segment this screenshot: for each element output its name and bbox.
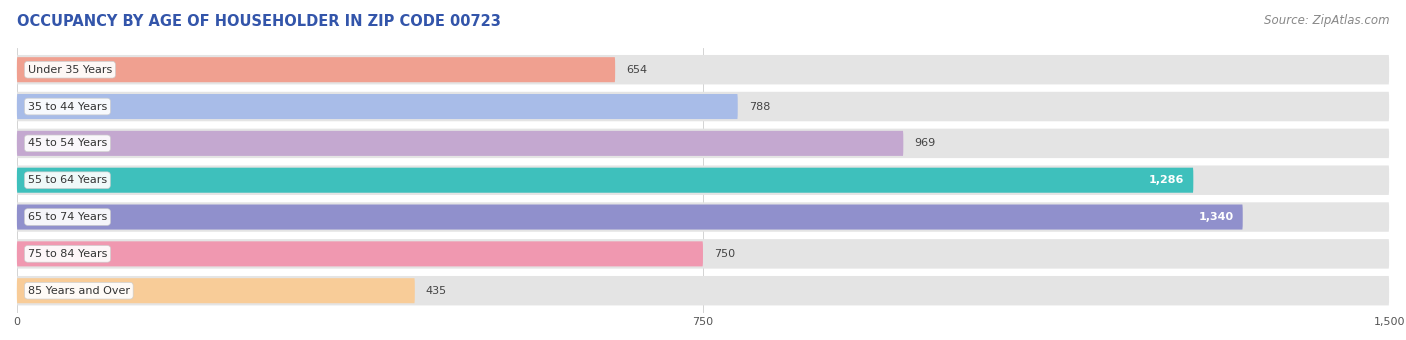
FancyBboxPatch shape [17,166,1389,195]
Text: 65 to 74 Years: 65 to 74 Years [28,212,107,222]
FancyBboxPatch shape [17,94,738,119]
FancyBboxPatch shape [17,92,1389,121]
FancyBboxPatch shape [17,202,1389,232]
FancyBboxPatch shape [17,241,703,267]
FancyBboxPatch shape [17,55,1389,84]
Text: OCCUPANCY BY AGE OF HOUSEHOLDER IN ZIP CODE 00723: OCCUPANCY BY AGE OF HOUSEHOLDER IN ZIP C… [17,14,501,29]
FancyBboxPatch shape [17,276,1389,305]
FancyBboxPatch shape [17,57,616,82]
FancyBboxPatch shape [17,239,1389,269]
Text: 1,286: 1,286 [1149,175,1184,185]
FancyBboxPatch shape [17,168,1194,193]
Text: 55 to 64 Years: 55 to 64 Years [28,175,107,185]
Text: 75 to 84 Years: 75 to 84 Years [28,249,107,259]
FancyBboxPatch shape [17,204,1243,230]
Text: 35 to 44 Years: 35 to 44 Years [28,102,107,112]
Text: 788: 788 [749,102,770,112]
FancyBboxPatch shape [17,278,415,303]
FancyBboxPatch shape [17,129,1389,158]
Text: 969: 969 [914,138,935,148]
Text: 435: 435 [426,286,447,296]
Text: 45 to 54 Years: 45 to 54 Years [28,138,107,148]
Text: 1,340: 1,340 [1198,212,1233,222]
Text: 85 Years and Over: 85 Years and Over [28,286,129,296]
Text: 654: 654 [626,65,647,75]
Text: 750: 750 [714,249,735,259]
Text: Under 35 Years: Under 35 Years [28,65,112,75]
Text: Source: ZipAtlas.com: Source: ZipAtlas.com [1264,14,1389,27]
FancyBboxPatch shape [17,131,903,156]
